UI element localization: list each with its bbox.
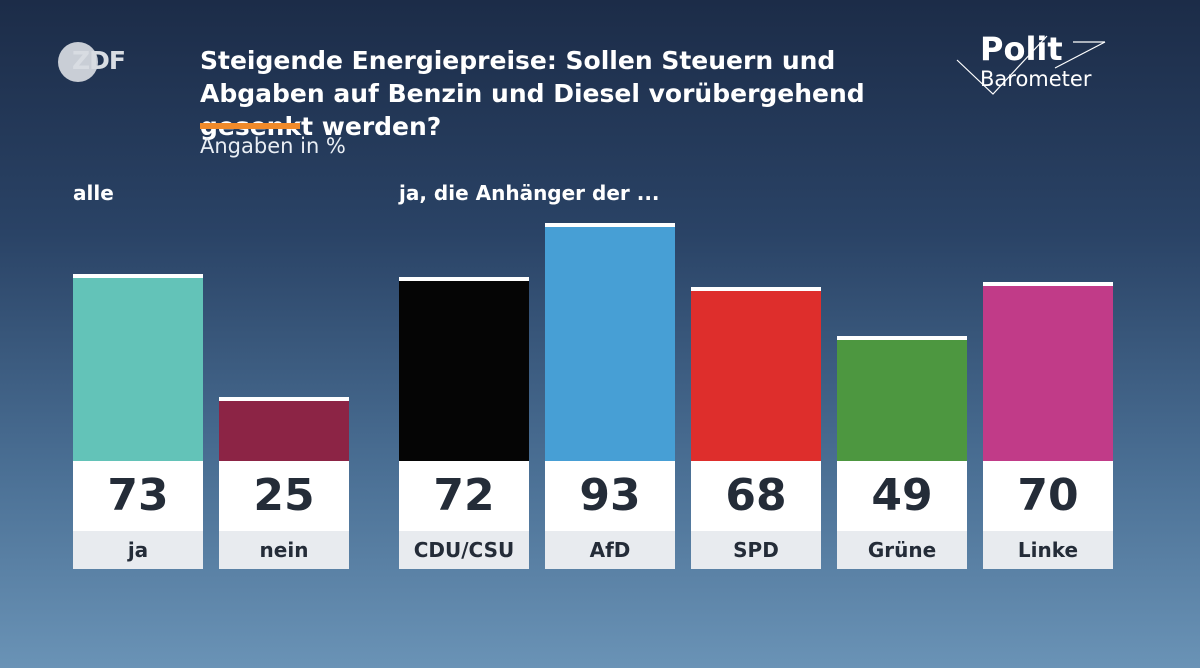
value-label-nein: 25 <box>219 461 349 531</box>
category-label-linke: Linke <box>983 531 1113 569</box>
zdf-logo: ZDF <box>58 42 138 82</box>
zdf-logo-text: ZDF <box>72 46 126 75</box>
zdf-logo-disc <box>58 42 98 82</box>
category-label-afd: AfD <box>545 531 675 569</box>
bar-cdu-csu <box>399 277 529 461</box>
category-label-cdu-csu: CDU/CSU <box>399 531 529 569</box>
bar-spd <box>691 287 821 461</box>
politbarometer-logo: Polit Barometer <box>955 28 1115 98</box>
category-label-ja: ja <box>73 531 203 569</box>
bar-afd <box>545 223 675 461</box>
bar-grüne <box>837 336 967 461</box>
bar-linke <box>983 282 1113 461</box>
group-label-alle: alle <box>73 181 114 205</box>
category-label-nein: nein <box>219 531 349 569</box>
title-accent-line <box>200 123 300 129</box>
group-label-anhaenger: ja, die Anhänger der ... <box>399 181 660 205</box>
bar-ja <box>73 274 203 461</box>
brand-barometer: Barometer <box>980 67 1092 91</box>
value-label-grüne: 49 <box>837 461 967 531</box>
category-label-spd: SPD <box>691 531 821 569</box>
value-label-afd: 93 <box>545 461 675 531</box>
value-label-linke: 70 <box>983 461 1113 531</box>
bar-nein <box>219 397 349 461</box>
category-label-grüne: Grüne <box>837 531 967 569</box>
value-label-spd: 68 <box>691 461 821 531</box>
value-label-cdu-csu: 72 <box>399 461 529 531</box>
chart-subtitle: Angaben in % <box>200 134 346 158</box>
checkmark-icon <box>956 35 1106 95</box>
value-label-ja: 73 <box>73 461 203 531</box>
brand-polit: Polit <box>980 30 1063 68</box>
chart-title: Steigende Energiepreise: Sollen Steuern … <box>200 46 865 141</box>
